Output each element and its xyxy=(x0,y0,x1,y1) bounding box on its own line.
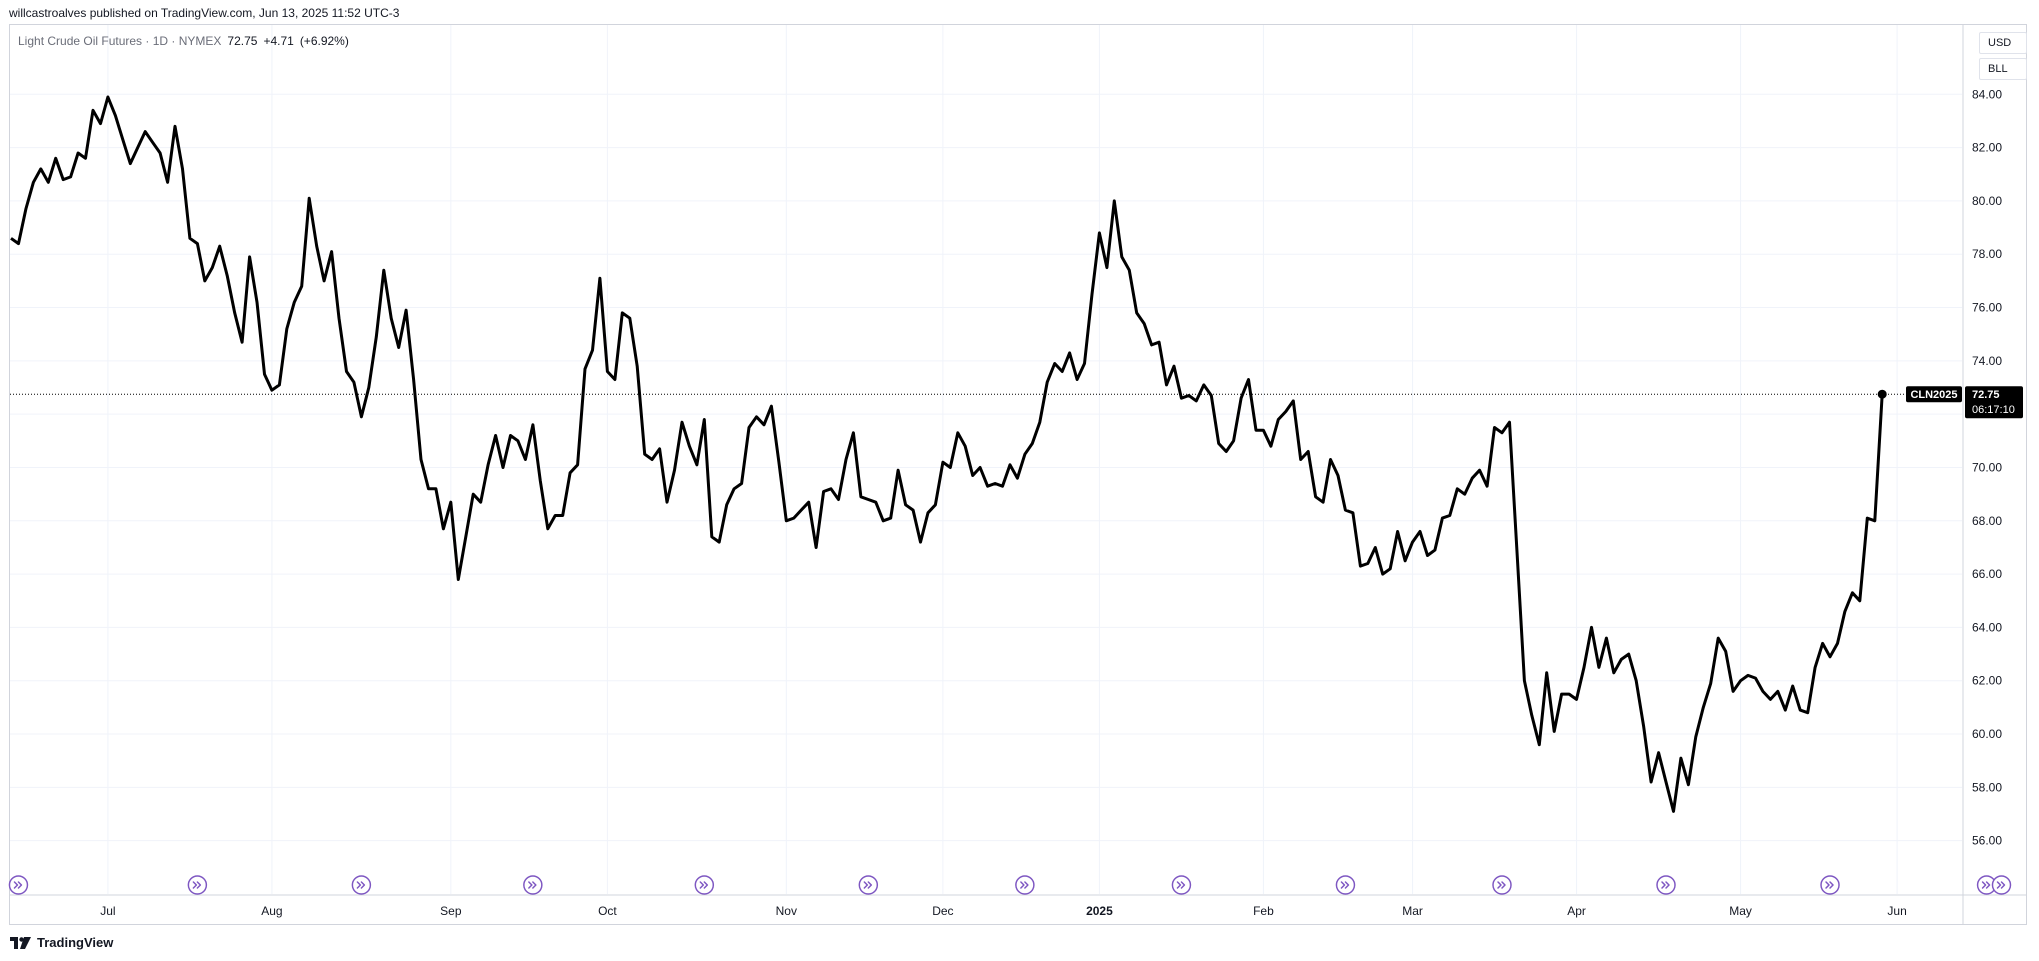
symbol-legend[interactable]: Light Crude Oil Futures · 1D · NYMEX 72.… xyxy=(18,34,349,48)
event-marker-icon[interactable] xyxy=(351,875,372,895)
event-marker-icon[interactable] xyxy=(187,875,208,895)
event-marker-icon[interactable] xyxy=(694,875,715,895)
x-tick-label: Sep xyxy=(440,904,462,918)
y-tick-label: 84.00 xyxy=(1972,87,2002,101)
event-marker-icon[interactable] xyxy=(1171,875,1192,895)
y-tick-label: 62.00 xyxy=(1972,674,2002,688)
tradingview-logo[interactable]: TradingView xyxy=(10,935,113,950)
last-price-point xyxy=(1877,389,1887,399)
published-line: willcastroalves published on TradingView… xyxy=(9,6,400,20)
x-tick-label: Oct xyxy=(598,904,617,918)
price-label: 72.75 xyxy=(1972,389,2000,401)
tradingview-logo-text: TradingView xyxy=(37,935,114,950)
event-marker-icon[interactable] xyxy=(858,875,879,895)
currency-button[interactable]: USD xyxy=(1979,32,2027,54)
price-label-bg xyxy=(1965,386,2023,419)
x-tick-label: Mar xyxy=(1402,904,1423,918)
x-tick-label: 2025 xyxy=(1086,904,1113,918)
x-tick-label: Apr xyxy=(1567,904,1586,918)
x-tick-label: Jul xyxy=(100,904,115,918)
x-tick-label: Feb xyxy=(1253,904,1274,918)
y-tick-label: 58.00 xyxy=(1972,780,2002,794)
y-tick-label: 78.00 xyxy=(1972,247,2002,261)
grid xyxy=(10,25,1962,894)
y-tick-label: 56.00 xyxy=(1972,834,2002,848)
y-tick-label: 74.00 xyxy=(1972,354,2002,368)
change-value: +4.71 xyxy=(263,34,294,48)
event-marker-icon[interactable] xyxy=(1015,875,1035,895)
ticker-label-bg xyxy=(1906,386,1962,403)
price-axis[interactable]: 56.00 58.00 60.00 62.00 64.00 66.00 68.00 70.00… xyxy=(1972,87,2002,847)
last-price-label: CLN2025 72.75 06:17:10 xyxy=(1906,386,2023,419)
event-marker-icon[interactable] xyxy=(1976,875,1997,895)
ticker-label: CLN2025 xyxy=(1910,389,1957,401)
y-tick-label: 76.00 xyxy=(1972,301,2002,315)
x-tick-label: Nov xyxy=(776,904,797,918)
y-tick-label: 60.00 xyxy=(1972,727,2002,741)
time-axis[interactable]: Jul Aug Sep Oct Nov Dec 2025 Feb Mar Apr May Jun xyxy=(100,904,1907,918)
y-tick-label: 82.00 xyxy=(1972,141,2002,155)
y-tick-label: 68.00 xyxy=(1972,514,2002,528)
change-percent: (+6.92%) xyxy=(299,34,349,48)
last-value: 72.75 xyxy=(227,34,258,48)
event-markers[interactable] xyxy=(8,875,2012,895)
tradingview-logo-icon xyxy=(10,936,31,949)
y-tick-label: 70.00 xyxy=(1972,460,2002,474)
price-series-line xyxy=(10,95,1884,813)
countdown-label: 06:17:10 xyxy=(1972,404,2015,416)
event-marker-icon[interactable] xyxy=(1656,875,1676,895)
x-tick-label: Jun xyxy=(1887,904,1906,918)
event-marker-icon[interactable] xyxy=(523,875,543,895)
event-marker-icon[interactable] xyxy=(1820,875,1840,895)
x-tick-label: May xyxy=(1729,904,1752,918)
x-tick-label: Dec xyxy=(932,904,953,918)
event-marker-icon[interactable] xyxy=(1492,875,1512,895)
event-marker-icon[interactable] xyxy=(8,875,29,895)
event-marker-icon[interactable] xyxy=(1335,875,1356,895)
symbol-name[interactable]: Light Crude Oil Futures · 1D · NYMEX xyxy=(18,34,222,48)
y-tick-label: 64.00 xyxy=(1972,620,2002,634)
event-marker-icon[interactable] xyxy=(1991,875,2012,895)
unit-button[interactable]: BLL xyxy=(1979,58,2027,80)
x-tick-label: Aug xyxy=(261,904,282,918)
y-tick-label: 80.00 xyxy=(1972,194,2002,208)
y-tick-label: 66.00 xyxy=(1972,567,2002,581)
chart-frame xyxy=(9,24,2027,925)
